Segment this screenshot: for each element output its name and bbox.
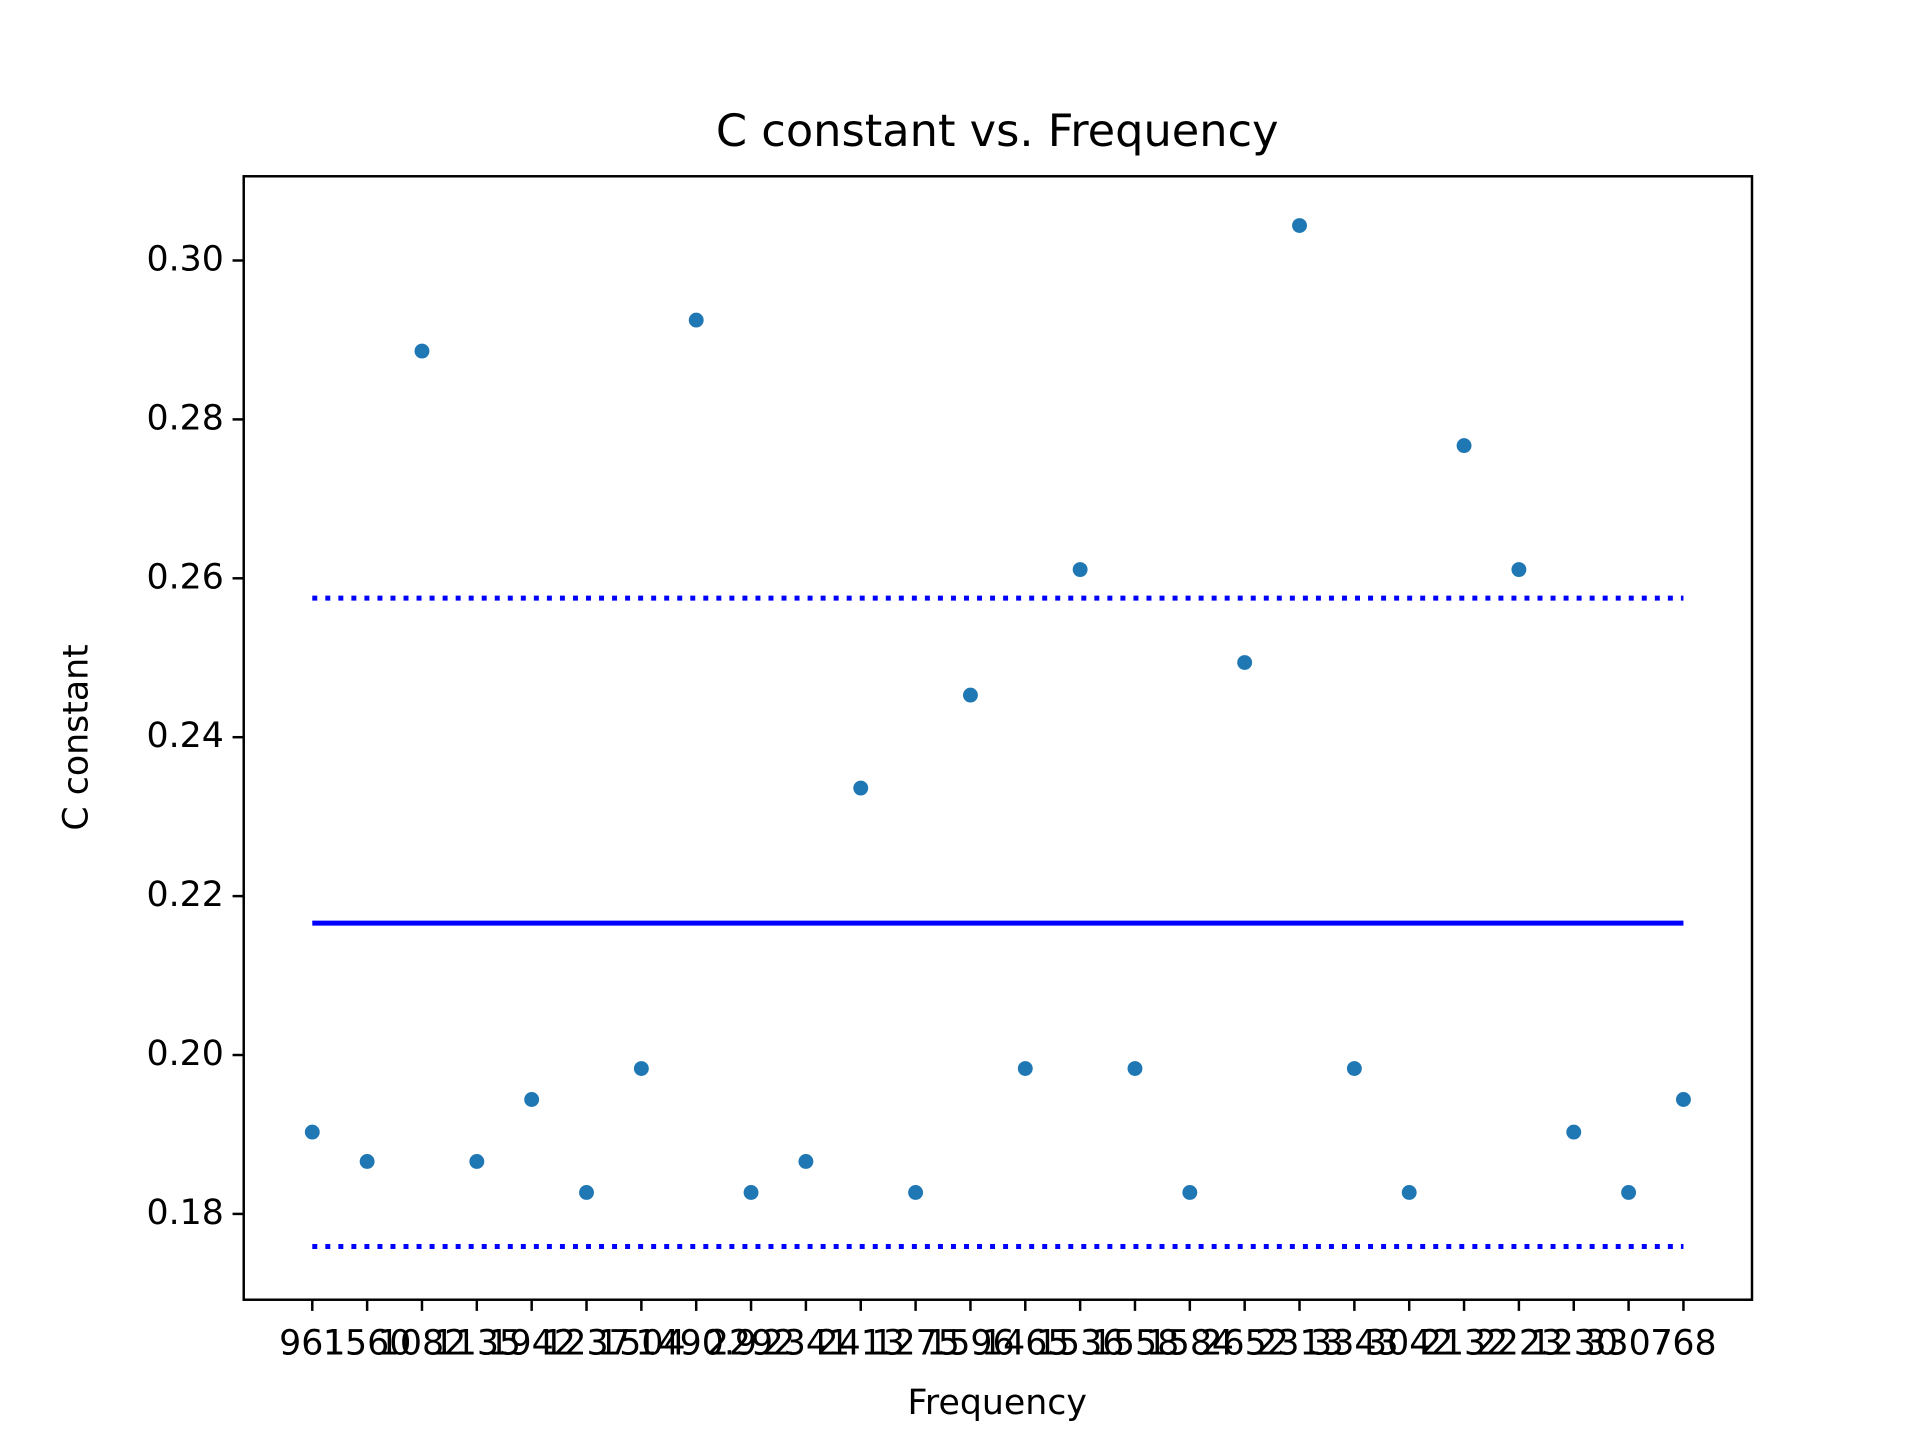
x-tick-label: 2341 bbox=[762, 1323, 850, 1363]
x-tick-label: 3042 bbox=[1365, 1323, 1453, 1363]
point bbox=[798, 1154, 814, 1169]
x-tick-label: 1584 bbox=[1146, 1323, 1234, 1363]
point bbox=[579, 1185, 594, 1200]
point bbox=[1675, 1092, 1691, 1107]
point bbox=[853, 780, 869, 796]
point bbox=[1072, 562, 1088, 578]
x-tick-label: 961 bbox=[279, 1323, 345, 1363]
x-tick-label: 1536 bbox=[1036, 1323, 1124, 1363]
x-tick-label: 2313 bbox=[1255, 1323, 1343, 1363]
y-tick-label: 0.26 bbox=[146, 557, 223, 597]
point bbox=[1566, 1124, 1582, 1140]
x-axis-label: Frequency bbox=[907, 1383, 1087, 1423]
y-tick-label: 0.20 bbox=[146, 1034, 223, 1074]
plot-frame bbox=[242, 175, 1754, 1301]
point bbox=[1511, 562, 1527, 578]
point bbox=[743, 1185, 759, 1200]
x-tick-label: 1230 bbox=[1530, 1323, 1618, 1363]
x-tick-label: 2223 bbox=[1475, 1323, 1563, 1363]
x-tick-label: 1596 bbox=[926, 1323, 1014, 1363]
x-tick-label: 1082 bbox=[378, 1323, 466, 1363]
chart-title: C constant vs. Frequency bbox=[716, 105, 1279, 157]
x-tick-label: 1504 bbox=[597, 1323, 685, 1363]
x-tick-label: 3343 bbox=[1310, 1323, 1398, 1363]
point bbox=[1292, 218, 1307, 233]
point bbox=[1182, 1185, 1198, 1200]
x-tick-label: 1942 bbox=[487, 1323, 575, 1363]
point bbox=[1456, 438, 1472, 454]
y-tick-label: 0.30 bbox=[146, 239, 223, 279]
point bbox=[908, 1185, 924, 1200]
x-tick-label: 1237 bbox=[542, 1323, 630, 1363]
point bbox=[1346, 1061, 1362, 1076]
x-tick-label: 1275 bbox=[871, 1323, 959, 1363]
point bbox=[359, 1154, 375, 1169]
point bbox=[524, 1092, 540, 1107]
point bbox=[1401, 1185, 1417, 1200]
point bbox=[1237, 655, 1253, 670]
x-tick-label: 2292 bbox=[707, 1323, 795, 1363]
point bbox=[688, 312, 704, 328]
y-tick-label: 0.24 bbox=[146, 716, 223, 756]
x-tick-label: 1560 bbox=[323, 1323, 411, 1363]
x-tick-label: 2132 bbox=[1420, 1323, 1508, 1363]
x-tick-label: 2652 bbox=[1200, 1323, 1288, 1363]
x-tick-label: 1558 bbox=[1091, 1323, 1179, 1363]
y-tick-label: 0.22 bbox=[146, 875, 223, 915]
x-tick-label: 3307 bbox=[1584, 1323, 1672, 1363]
x-tick-label: 1490.9 bbox=[635, 1323, 757, 1363]
y-tick-label: 0.18 bbox=[146, 1193, 223, 1233]
point bbox=[962, 687, 978, 703]
point bbox=[1621, 1185, 1637, 1200]
point bbox=[633, 1061, 649, 1076]
point bbox=[469, 1154, 485, 1169]
x-tick-label: 768 bbox=[1650, 1323, 1716, 1363]
y-tick-label: 0.28 bbox=[146, 398, 223, 438]
point bbox=[414, 343, 430, 359]
y-axis-label: C constant bbox=[56, 644, 96, 830]
point bbox=[1127, 1061, 1143, 1076]
x-tick-label: 1135 bbox=[433, 1323, 521, 1363]
point bbox=[1017, 1061, 1033, 1076]
x-tick-label: 2413 bbox=[817, 1323, 905, 1363]
point bbox=[304, 1124, 320, 1140]
x-tick-label: 1465 bbox=[981, 1323, 1069, 1363]
